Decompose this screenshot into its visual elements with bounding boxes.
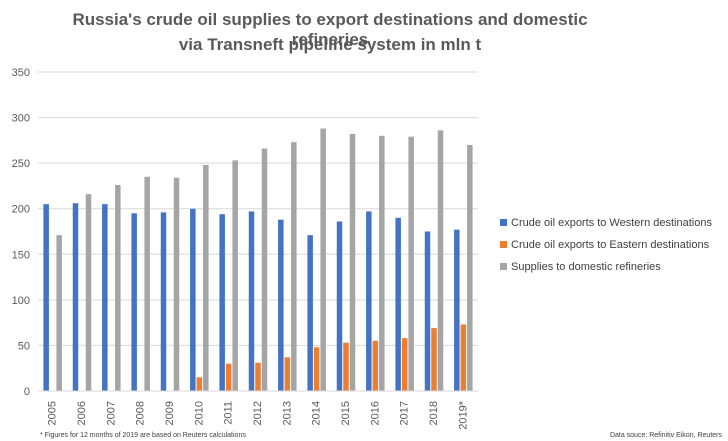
bar: [284, 357, 291, 391]
x-tick-label: 2015: [340, 401, 352, 425]
x-tick-label: 2006: [76, 401, 88, 425]
bar: [173, 177, 180, 391]
bar: [232, 160, 238, 391]
x-tick-label: 2013: [281, 401, 293, 425]
x-tick-label: 2012: [252, 401, 264, 425]
bar: [320, 128, 326, 391]
bar: [255, 362, 261, 391]
x-tick-label: 2010: [193, 401, 205, 425]
bar: [131, 213, 137, 391]
bar: [343, 342, 349, 391]
bar: [313, 347, 320, 391]
bar: [379, 135, 385, 391]
chart-title: Russia's crude oil supplies to export de…: [72, 10, 588, 49]
y-tick-label: 300: [12, 113, 30, 125]
bar: [349, 133, 356, 391]
bar: [144, 176, 150, 391]
bar: [203, 164, 209, 391]
bar: [401, 338, 408, 391]
bar: [225, 363, 232, 391]
bar: [454, 229, 460, 391]
bar: [291, 142, 297, 391]
y-tick-label: 350: [12, 67, 30, 79]
legend-swatch: [500, 219, 507, 226]
y-tick-label: 150: [12, 249, 30, 261]
bar: [278, 219, 284, 391]
x-tick-label: 2005: [47, 401, 59, 425]
bar: [43, 204, 49, 391]
bar: [261, 148, 268, 391]
bar: [424, 231, 431, 391]
x-tick-label: 2019*: [457, 400, 469, 429]
x-tick-label: 2017: [399, 401, 411, 425]
x-tick-label: 2016: [369, 401, 381, 425]
bar: [408, 136, 414, 391]
x-tick-label: 2008: [135, 401, 147, 425]
bar: [219, 214, 225, 391]
bar: [196, 377, 203, 391]
x-tick-label: 2009: [164, 401, 176, 425]
bar: [248, 211, 255, 391]
bar: [56, 235, 62, 391]
bar: [437, 130, 444, 391]
x-tick-label: 2007: [105, 401, 117, 425]
bar: [431, 328, 437, 391]
x-tick-label: 2018: [428, 401, 440, 425]
bar: [160, 212, 167, 391]
y-tick-label: 0: [24, 386, 30, 398]
y-tick-label: 100: [12, 295, 30, 307]
bar: [395, 217, 401, 391]
bar: [85, 194, 92, 391]
legend-swatch: [500, 263, 507, 270]
bar: [366, 211, 372, 391]
x-tick-label: 2014: [311, 401, 323, 425]
bar: [190, 208, 196, 391]
legend-label: Crude oil exports to Western destination…: [511, 217, 712, 229]
x-tick-label: 2011: [223, 401, 235, 425]
data-source: Data souce: Refinitiv Eikon, Reuters: [609, 432, 722, 439]
legend-label: Supplies to domestic refineries: [511, 261, 661, 273]
footnote: * Figures for 12 months of 2019 are base…: [40, 432, 246, 439]
legend-label: Crude oil exports to Eastern destination…: [511, 239, 710, 251]
y-tick-label: 200: [12, 204, 30, 216]
bar: [467, 144, 473, 391]
y-tick-label: 250: [12, 158, 30, 170]
bar: [102, 204, 108, 391]
bar: [460, 324, 467, 391]
y-tick-label: 50: [18, 340, 30, 352]
bar: [72, 203, 79, 391]
bar: [307, 235, 313, 391]
chart-subtitle: via Transneft pipeline system in mln t: [178, 35, 482, 54]
bar: [336, 221, 343, 391]
bar: [115, 185, 121, 391]
bar: [372, 340, 379, 391]
legend-swatch: [500, 241, 507, 248]
